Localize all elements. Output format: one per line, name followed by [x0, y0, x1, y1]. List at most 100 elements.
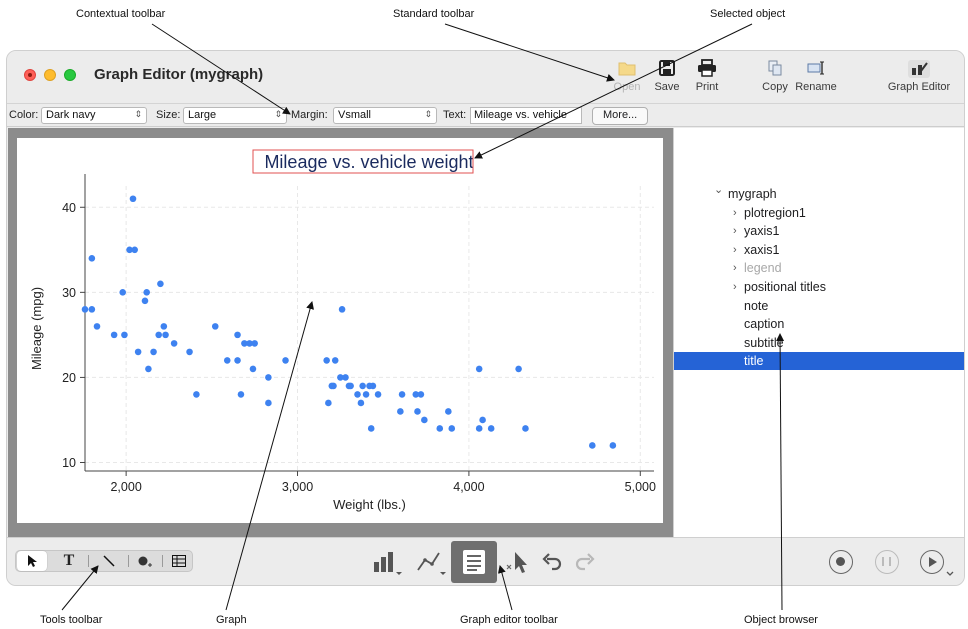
- data-point: [141, 297, 149, 305]
- rename-label: Rename: [795, 81, 837, 93]
- data-point: [342, 374, 349, 381]
- x-axis-title: Weight (lbs.): [333, 497, 406, 512]
- data-point: [145, 365, 152, 373]
- data-point: [131, 246, 139, 254]
- data-point: [436, 425, 444, 432]
- data-point: [487, 425, 495, 432]
- graph-editor-button[interactable]: Graph Editor: [877, 59, 961, 93]
- data-point: [374, 391, 382, 398]
- scatter-plot[interactable]: 2,000 3,000 4,000 5,000 10 20 30 40 Weight (lbs.…: [17, 138, 663, 523]
- zoom-window-button[interactable]: [64, 69, 76, 81]
- grid-edit-tool-button[interactable]: [164, 551, 194, 571]
- marker-tool-button[interactable]: [130, 551, 160, 571]
- undo-icon: [542, 553, 562, 571]
- data-point: [234, 331, 241, 339]
- data-point: [129, 195, 137, 203]
- data-point: [93, 323, 101, 330]
- x-tick-label: 5,000: [625, 480, 656, 494]
- browser-item-subtitle[interactable]: subtitle: [674, 334, 964, 352]
- browser-item-caption[interactable]: caption: [674, 315, 964, 333]
- data-point: [81, 306, 89, 313]
- data-point: [331, 357, 339, 364]
- redo-button[interactable]: [570, 542, 600, 582]
- chevron-right-icon[interactable]: ›: [733, 243, 737, 256]
- pause-button[interactable]: [875, 550, 899, 574]
- data-point: [515, 365, 522, 373]
- x-tick-label: 4,000: [453, 480, 484, 494]
- browser-item-xaxis1[interactable]: › xaxis1: [674, 241, 964, 259]
- data-point: [150, 348, 157, 356]
- data-point: [347, 382, 354, 390]
- color-select[interactable]: Dark navy ⇕: [41, 107, 147, 124]
- data-point: [88, 306, 96, 313]
- chevron-down-icon[interactable]: ⌄: [714, 184, 724, 196]
- graph-pane: 2,000 3,000 4,000 5,000 10 20 30 40 Weight (lbs.…: [8, 128, 673, 537]
- record-icon: [836, 557, 845, 566]
- browser-item-label: positional titles: [744, 280, 826, 294]
- tool-separator: [128, 555, 129, 567]
- chevron-right-icon[interactable]: ›: [733, 225, 737, 238]
- chart-title[interactable]: Mileage vs. vehicle weight: [264, 152, 473, 172]
- data-point: [162, 331, 169, 339]
- line-tool-button[interactable]: [94, 551, 124, 571]
- pointer-tool-button[interactable]: [17, 551, 47, 571]
- more-button[interactable]: More...: [592, 107, 649, 125]
- size-select[interactable]: Large ⇕: [183, 107, 287, 124]
- data-point: [367, 425, 375, 432]
- data-point: [359, 382, 366, 390]
- chevron-right-icon[interactable]: ›: [733, 262, 737, 275]
- data-point: [337, 374, 344, 381]
- title-text-input[interactable]: Mileage vs. vehicle: [470, 107, 582, 124]
- data-point: [237, 391, 245, 398]
- browser-item-mygraph[interactable]: ⌄ mygraph: [674, 184, 964, 203]
- browser-item-label: caption: [744, 317, 785, 332]
- print-button[interactable]: Print: [679, 59, 735, 93]
- tool-separator: [88, 555, 89, 567]
- browser-item-note[interactable]: note: [674, 297, 964, 315]
- data-point: [397, 408, 404, 415]
- text-label: Text:: [443, 109, 467, 121]
- browser-item-label: xaxis1: [744, 242, 780, 257]
- graph-paper[interactable]: 2,000 3,000 4,000 5,000 10 20 30 40 Weight (lbs.…: [17, 138, 663, 523]
- window-title: Graph Editor (mygraph): [94, 66, 264, 83]
- data-point: [354, 391, 361, 398]
- browser-item-plotregion1[interactable]: › plotregion1: [674, 204, 964, 222]
- data-point: [369, 382, 377, 390]
- deselect-button[interactable]: [500, 542, 534, 582]
- play-menu-caret-icon[interactable]: [946, 571, 954, 577]
- record-button[interactable]: [829, 550, 853, 574]
- y-tick-label: 10: [62, 456, 76, 470]
- callout-tools-toolbar: Tools toolbar: [40, 614, 103, 626]
- printer-icon: [679, 59, 735, 79]
- copy-button[interactable]: Copy: [747, 59, 803, 93]
- browser-item-title[interactable]: title: [674, 352, 964, 371]
- cross-pointer-icon: [506, 552, 527, 573]
- save-label: Save: [654, 81, 680, 93]
- data-point: [357, 399, 365, 407]
- bar-chart-icon: [374, 552, 402, 575]
- margin-select[interactable]: Vsmall ⇕: [333, 107, 437, 124]
- callout-standard-toolbar: Standard toolbar: [393, 8, 475, 20]
- object-browser-toggle-button[interactable]: [451, 541, 497, 583]
- plot-type-line-button[interactable]: [411, 542, 451, 582]
- browser-item-label: yaxis1: [744, 224, 780, 239]
- undo-button[interactable]: [537, 542, 567, 582]
- chevron-right-icon[interactable]: ›: [733, 206, 737, 219]
- browser-item-label: legend: [744, 261, 782, 276]
- data-point: [338, 306, 346, 313]
- data-point: [249, 365, 257, 373]
- plot-type-bar-button[interactable]: [367, 542, 407, 582]
- text-tool-button[interactable]: T: [54, 551, 84, 571]
- close-window-button[interactable]: [24, 69, 36, 81]
- play-button[interactable]: [920, 550, 944, 574]
- minimize-window-button[interactable]: [44, 69, 56, 81]
- data-point: [126, 246, 133, 254]
- rename-button[interactable]: Rename: [788, 59, 844, 93]
- data-point: [414, 408, 421, 415]
- redo-icon: [575, 553, 595, 571]
- browser-item-yaxis1[interactable]: › yaxis1: [674, 222, 964, 240]
- browser-item-legend[interactable]: › legend: [674, 259, 964, 277]
- browser-item-positional-titles[interactable]: › positional titles: [674, 278, 964, 296]
- chevron-right-icon[interactable]: ›: [733, 281, 737, 293]
- data-point: [143, 289, 150, 296]
